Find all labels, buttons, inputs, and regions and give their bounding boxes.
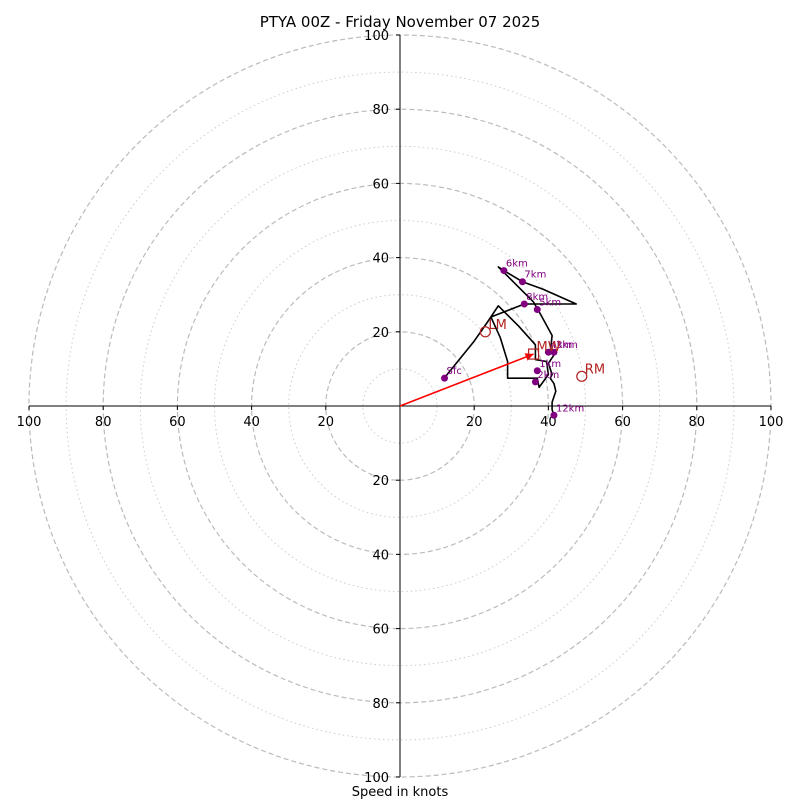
height-marker-7km	[518, 278, 526, 286]
y-tick-label: 40	[372, 252, 389, 267]
x-tick-label: 80	[689, 415, 706, 430]
height-label-7km: 7km	[524, 270, 546, 281]
height-marker-1km	[533, 367, 541, 375]
shear-vector	[399, 353, 534, 407]
motion-marker-RM	[576, 370, 588, 382]
tick-labels: 100 100 80 80 60 60 40 40 20 20 20 20 40 40 60 60 80 80 10…	[17, 29, 784, 786]
motion-marker-LM	[479, 326, 491, 338]
chart-title: PTYA 00Z - Friday November 07 2025	[260, 13, 541, 31]
height-label-Sfc: Sfc	[447, 366, 462, 377]
height-label-6km: 6km	[506, 259, 528, 270]
x-tick-label: 20	[318, 415, 335, 430]
y-tick-label: 100	[364, 29, 389, 44]
x-tick-label: 40	[243, 415, 260, 430]
y-tick-label: 60	[372, 623, 389, 638]
motion-label-MW: MW	[537, 340, 561, 355]
height-marker-6km	[500, 267, 508, 275]
hodograph-line	[442, 266, 578, 416]
y-tick-label: 80	[372, 697, 389, 712]
height-marker-4km	[544, 348, 552, 356]
height-marker-12km	[550, 411, 558, 419]
y-tick-label: 100	[364, 771, 389, 786]
height-marker-2km	[531, 378, 539, 386]
height-label-8km: 8km	[526, 292, 548, 303]
x-tick-label: 80	[95, 415, 112, 430]
x-tick-label: 20	[466, 415, 483, 430]
height-marker-8km	[520, 300, 528, 308]
x-axis-label: Speed in knots	[352, 785, 449, 800]
motion-label-LM: LM	[488, 318, 506, 333]
height-marker-5km	[533, 306, 541, 314]
height-label-3km: 3km	[556, 340, 578, 351]
height-label-1km: 1km	[539, 359, 561, 370]
shear-line	[399, 353, 534, 407]
y-tick-label: 60	[372, 177, 389, 192]
height-marker-Sfc	[441, 374, 449, 382]
x-tick-label: 40	[540, 415, 557, 430]
height-label-12km: 12km	[556, 403, 584, 414]
x-tick-label: 60	[169, 415, 186, 430]
height-label-2km: 2km	[537, 370, 559, 381]
y-tick-label: 40	[372, 548, 389, 563]
y-tick-label: 20	[372, 474, 389, 489]
hodograph-trace	[442, 266, 578, 416]
x-tick-label: 100	[17, 415, 42, 430]
x-tick-label: 60	[614, 415, 631, 430]
y-tick-label: 80	[372, 103, 389, 118]
x-tick-label: 100	[759, 415, 784, 430]
height-marker-3km	[550, 348, 558, 356]
height-label-4km: 4km	[550, 340, 572, 351]
y-tick-label: 20	[372, 326, 389, 341]
height-label-5km: 5km	[539, 298, 561, 309]
motion-marker-MW	[527, 348, 540, 360]
motion-label-RM: RM	[585, 362, 605, 377]
storm-motion-markers: LM MW RM	[479, 318, 605, 382]
